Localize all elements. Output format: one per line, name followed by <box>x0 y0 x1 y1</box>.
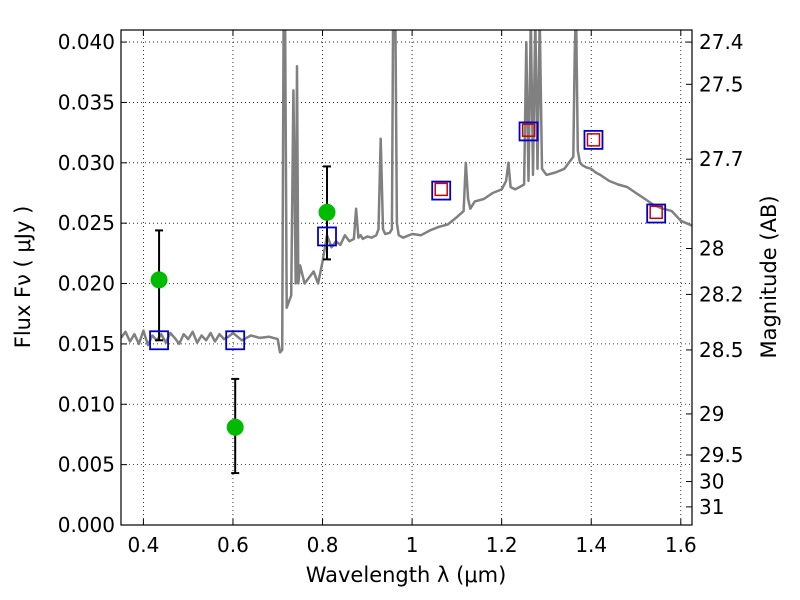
x-tick-label: 0.8 <box>307 533 339 557</box>
right-tick-label: 31 <box>699 495 724 519</box>
model-point <box>431 180 452 201</box>
data-layer <box>121 30 692 354</box>
right-tick-label: 27.4 <box>699 30 744 54</box>
nir-observed-point <box>521 123 536 137</box>
x-tick-label: 1.6 <box>665 533 697 557</box>
axes: 0.4 0.6 0.8 1 1.2 1.4 1.6 0.000 0.005 0.010 0.015 0… <box>58 30 744 557</box>
x-tick-label: 1.2 <box>486 533 518 557</box>
nir-observed-point <box>649 205 663 220</box>
y-tick-label: 0.035 <box>58 90 115 114</box>
y-tick-label: 0.025 <box>58 211 115 235</box>
y-tick-label: 0.005 <box>58 453 115 477</box>
right-tick-label: 28.5 <box>699 338 744 362</box>
right-tick-label: 28 <box>699 237 724 261</box>
y-tick-label: 0.015 <box>58 332 115 356</box>
x-tick-label: 0.4 <box>127 533 159 557</box>
model-point <box>317 226 337 247</box>
right-tick-label: 29.5 <box>699 443 744 467</box>
plot-background <box>121 30 692 525</box>
model-point <box>646 203 667 224</box>
detection-point <box>150 271 168 289</box>
nir-observed-point <box>434 182 448 197</box>
right-axis-label: Magnitude (AB) <box>757 195 781 358</box>
detection-point <box>226 418 244 436</box>
right-tick-label: 30 <box>699 470 724 494</box>
marker-layer <box>149 121 667 475</box>
y-tick-label: 0.030 <box>58 151 115 175</box>
model-point <box>149 330 169 351</box>
y-tick-label: 0.040 <box>58 30 115 54</box>
spectrum-line <box>121 30 692 354</box>
right-tick-label: 27.7 <box>699 147 744 171</box>
right-tick-label: 29 <box>699 402 724 426</box>
y-tick-label: 0.000 <box>58 513 115 537</box>
x-axis-label: Wavelength λ (μm) <box>306 563 507 587</box>
y-axis-label: Flux Fν ( μJy ) <box>11 206 35 349</box>
x-tick-label: 1 <box>406 533 419 557</box>
model-point <box>225 330 246 351</box>
model-point <box>583 129 604 150</box>
y-tick-label: 0.010 <box>58 392 115 416</box>
model-point <box>518 121 539 142</box>
x-tick-label: 1.4 <box>575 533 607 557</box>
x-tick-label: 0.6 <box>217 533 249 557</box>
right-tick-label: 28.2 <box>699 282 744 306</box>
plot-frame <box>120 29 693 526</box>
right-tick-label: 27.5 <box>699 72 744 96</box>
y-tick-label: 0.020 <box>58 272 115 296</box>
detection-point <box>318 203 336 221</box>
nir-observed-point <box>586 133 601 147</box>
grid <box>121 30 692 526</box>
